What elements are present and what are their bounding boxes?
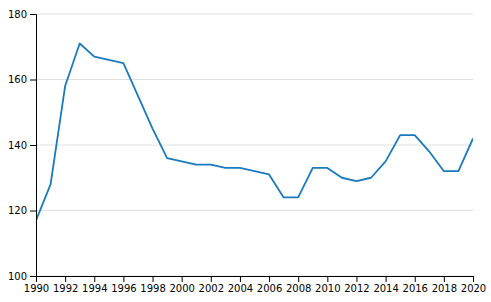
tick-label: 1990	[24, 283, 49, 294]
axis-line	[37, 277, 474, 283]
tick-mark	[415, 276, 416, 282]
tick-label: 1994	[82, 283, 107, 294]
tick-label: 2016	[403, 283, 428, 294]
tick-mark	[386, 276, 387, 282]
tick-label: 2008	[286, 283, 311, 294]
x-tick: 2010	[315, 276, 340, 294]
y-tick: 120	[8, 205, 36, 216]
x-tick: 1996	[111, 276, 136, 294]
x-tick: 2000	[169, 276, 194, 294]
tick-label: 180	[8, 9, 27, 20]
plot-area: 1990 1992 1994 1996 1998 2000 2002 2004 2006 2008…	[8, 9, 486, 294]
grid	[36, 14, 473, 276]
tick-mark	[356, 276, 357, 282]
line	[36, 43, 473, 220]
tick-mark	[123, 276, 124, 282]
x-tick: 2002	[199, 276, 224, 294]
tick-mark	[30, 211, 36, 212]
tick-label: 160	[8, 74, 27, 85]
tick-label: 2000	[169, 283, 194, 294]
tick-mark	[327, 276, 328, 282]
chart: 1990 1992 1994 1996 1998 2000 2002 2004 2006 2008…	[0, 0, 491, 302]
x-tick: 2008	[286, 276, 311, 294]
tick-mark	[269, 276, 270, 282]
series-group	[36, 43, 473, 220]
tick-label: 2002	[199, 283, 224, 294]
tick-mark	[211, 276, 212, 282]
tick-mark	[65, 276, 66, 282]
tick-mark	[444, 276, 445, 282]
grid-line	[36, 145, 473, 146]
tick-label: 1996	[111, 283, 136, 294]
tick-label: 100	[8, 271, 27, 282]
tick-label: 2018	[432, 283, 457, 294]
tick-label: 2010	[315, 283, 340, 294]
x-tick: 1992	[53, 276, 78, 294]
tick-mark	[298, 276, 299, 282]
tick-label: 140	[8, 140, 27, 151]
tick-mark	[182, 276, 183, 282]
x-tick: 2020	[461, 276, 486, 294]
x-axis: 1990 1992 1994 1996 1998 2000 2002 2004 2006 2008…	[24, 276, 486, 294]
tick-label: 2006	[257, 283, 282, 294]
x-tick: 2004	[228, 276, 253, 294]
tick-mark	[30, 145, 36, 146]
x-tick: 2016	[403, 276, 428, 294]
tick-label: 120	[8, 205, 27, 216]
tick-mark	[30, 276, 36, 277]
tick-mark	[94, 276, 95, 282]
x-tick: 2018	[432, 276, 457, 294]
tick-label: 2004	[228, 283, 253, 294]
grid-line	[36, 14, 473, 15]
grid-line	[36, 210, 473, 211]
tick-label: 1992	[53, 283, 78, 294]
axis-line	[30, 15, 37, 277]
tick-mark	[240, 276, 241, 282]
tick-mark	[30, 14, 36, 15]
x-tick: 1994	[82, 276, 107, 294]
x-tick: 2014	[373, 276, 398, 294]
y-tick: 160	[8, 74, 36, 85]
tick-mark	[30, 80, 36, 81]
x-tick: 2006	[257, 276, 282, 294]
y-tick: 100	[8, 271, 36, 282]
tick-label: 1998	[140, 283, 165, 294]
x-tick: 1990	[24, 276, 49, 294]
tick-label: 2020	[461, 283, 486, 294]
y-axis: 100 120 140 160 180	[8, 9, 37, 282]
tick-mark	[153, 276, 154, 282]
x-tick: 2012	[344, 276, 369, 294]
tick-label: 2012	[344, 283, 369, 294]
tick-label: 2014	[373, 283, 398, 294]
tick-mark	[473, 276, 474, 282]
y-tick: 180	[8, 9, 36, 20]
y-tick: 140	[8, 140, 36, 151]
x-tick: 1998	[140, 276, 165, 294]
grid-line	[36, 79, 473, 80]
